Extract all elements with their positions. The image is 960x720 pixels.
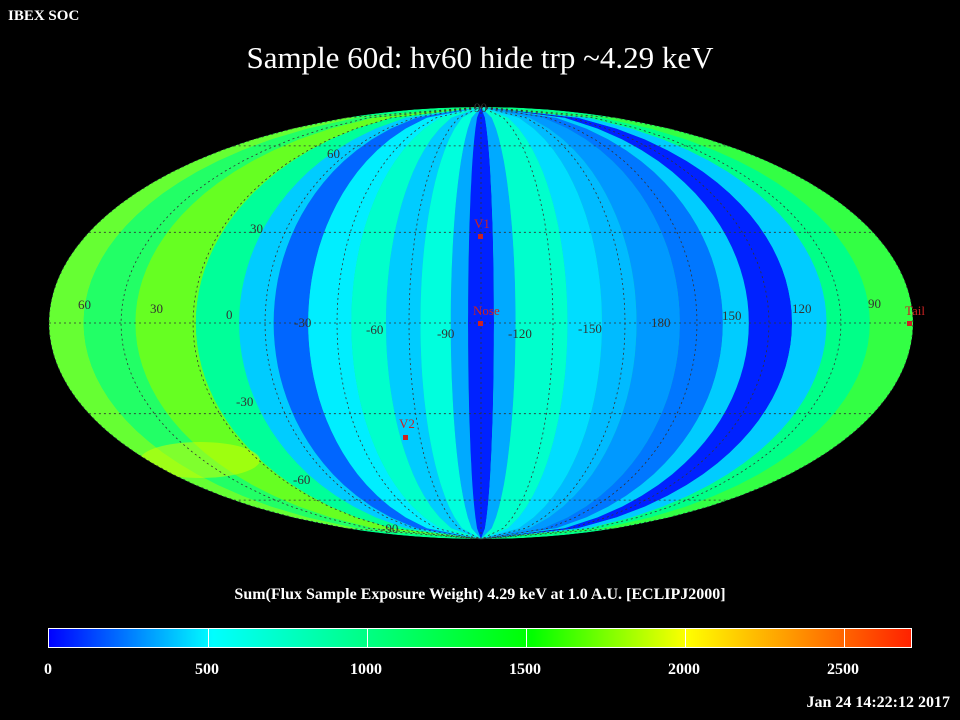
lon-label-150: 150	[722, 308, 742, 323]
flux-band-2	[135, 107, 481, 539]
colorbar-tick-2500	[844, 629, 845, 647]
colorbar-label-2500: 2500	[827, 661, 859, 678]
flux-band-6	[308, 107, 481, 539]
colorbar-label-500: 500	[195, 661, 219, 678]
marker-v2: V2	[399, 416, 415, 440]
timestamp: Jan 24 14:22:12 2017	[806, 694, 950, 711]
lon-label-60: 60	[78, 297, 91, 312]
colorbar-tick-1000	[367, 629, 368, 647]
flux-band-19	[481, 107, 792, 539]
lon-label-180: 180	[651, 315, 671, 330]
flux-band-3	[195, 107, 481, 539]
marker-v1-label: V1	[474, 216, 490, 231]
marker-v2-label: V2	[399, 416, 415, 431]
flux-band-5	[273, 107, 481, 539]
meridian-7	[480, 106, 554, 540]
meridian-1	[120, 106, 482, 540]
colorbar-tick-2000	[685, 629, 686, 647]
marker-tail-label: Tail	[905, 303, 925, 318]
lon-label-120: 120	[792, 301, 812, 316]
lat-label-60: 60	[327, 146, 340, 161]
colorbar-label-0: 0	[44, 661, 52, 678]
lon-label-minus-90: -90	[437, 326, 454, 341]
flux-band-4	[239, 107, 481, 539]
meridian-3	[264, 106, 482, 540]
flux-band-16	[481, 107, 680, 539]
flux-band-15	[481, 107, 637, 539]
lat-label-minus-60: -60	[293, 472, 310, 487]
meridian-9	[480, 106, 698, 540]
marker-nose-label: Nose	[473, 303, 500, 318]
flux-patch-high	[140, 442, 260, 478]
lat-label-minus-90: -90	[381, 521, 398, 536]
colorbar-label-1000: 1000	[350, 661, 382, 678]
colorbar-label-2000: 2000	[668, 661, 700, 678]
flux-band-12	[481, 107, 516, 539]
marker-tail: Tail	[905, 303, 925, 326]
lat-label-30: 30	[250, 221, 263, 236]
meridian-5	[408, 106, 482, 540]
meridian-11	[480, 106, 842, 540]
meridian-2	[192, 106, 482, 540]
colorbar-gradient	[49, 629, 911, 647]
colorbar-label-1500: 1500	[509, 661, 541, 678]
lon-label-90: 90	[868, 296, 881, 311]
lat-label-90: 90	[474, 100, 487, 115]
flux-band-17	[481, 107, 723, 539]
lat-label-minus-30: -30	[236, 394, 253, 409]
lon-label-minus-120: -120	[508, 326, 532, 341]
colorbar-title: Sum(Flux Sample Exposure Weight) 4.29 ke…	[234, 586, 726, 603]
colorbar	[48, 628, 912, 648]
marker-v1: V1	[474, 216, 490, 239]
map-title: Sample 60d: hv60 hide trp ~4.29 keV	[246, 40, 714, 75]
meridian-10	[480, 106, 770, 540]
lon-label-30: 30	[150, 301, 163, 316]
lon-label-minus-60: -60	[366, 322, 383, 337]
flux-band-8	[386, 107, 481, 539]
marker-nose: Nose	[473, 303, 500, 326]
colorbar-tick-500	[208, 629, 209, 647]
corner-label: IBEX SOC	[8, 8, 80, 24]
lon-label-minus-150: -150	[578, 321, 602, 336]
lon-label-minus-30: -30	[294, 315, 311, 330]
flux-band-14	[481, 107, 602, 539]
lon-label-0: 0	[226, 307, 233, 322]
colorbar-tick-1500	[526, 629, 527, 647]
flux-band-7	[351, 107, 481, 539]
meridian-4	[336, 106, 482, 540]
